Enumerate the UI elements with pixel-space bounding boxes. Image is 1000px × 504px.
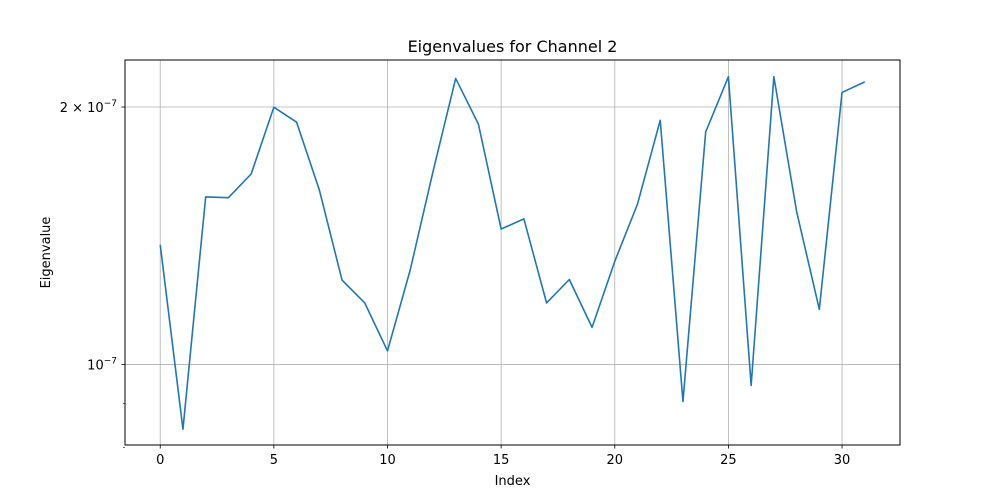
y-axis-label: Eigenvalue: [39, 217, 54, 289]
y-tick-label: 10−7: [87, 356, 117, 373]
plot-frame: [124, 59, 901, 446]
y-axis-ticks: 10−7 2 × 10−7: [60, 99, 125, 448]
y-tick-label: 2 × 10−7: [60, 99, 117, 116]
x-tick-label: 20: [606, 453, 623, 468]
x-tick-label: 15: [493, 453, 510, 468]
x-axis-ticks: 0 5 10 15 20 25 30: [156, 445, 850, 468]
x-tick-label: 5: [270, 453, 278, 468]
eigenvalue-series-line: [159, 75, 866, 430]
x-tick-label: 10: [379, 453, 396, 468]
x-axis-label: Index: [495, 474, 531, 489]
x-tick-label: 30: [834, 453, 851, 468]
x-tick-label: 25: [720, 453, 737, 468]
series-layer: [159, 75, 866, 430]
x-tick-label: 0: [156, 453, 164, 468]
chart-title: Eigenvalues for Channel 2: [408, 37, 618, 56]
